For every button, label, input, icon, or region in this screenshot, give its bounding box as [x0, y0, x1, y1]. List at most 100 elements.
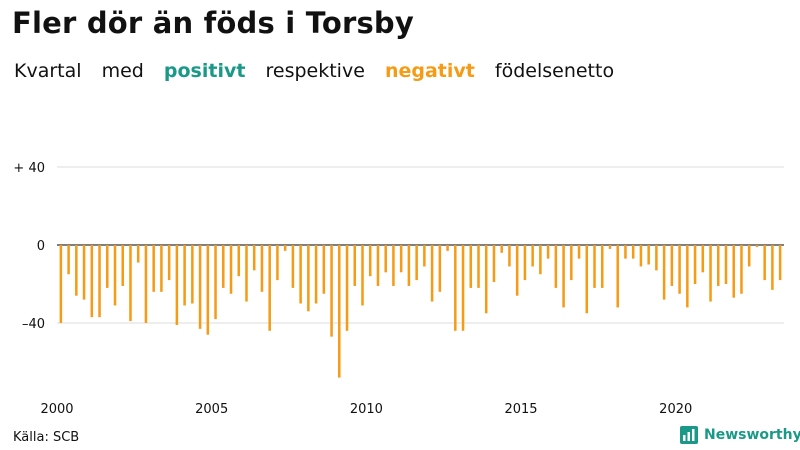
bar: [167, 245, 171, 281]
bar: [709, 245, 712, 302]
bar: [314, 245, 318, 304]
bar: [407, 245, 411, 286]
subtitle-negative: negativt: [384, 60, 475, 82]
bar: [283, 245, 287, 251]
chart-subtitle: Kvartal med positivt respektive negativt…: [14, 60, 628, 82]
bar: [423, 245, 426, 267]
bar: [523, 245, 527, 281]
bar: [740, 245, 743, 294]
bar: [655, 245, 658, 271]
bar: [106, 245, 109, 288]
bar: [198, 245, 202, 329]
bar: [647, 245, 650, 265]
bar: [121, 245, 124, 286]
bar: [771, 245, 774, 290]
bar: [376, 245, 380, 286]
bar: [276, 245, 279, 281]
bar: [585, 245, 589, 314]
subtitle-positive: positivt: [163, 60, 246, 82]
brand-logo: Newsworthy: [680, 426, 800, 444]
bar: [616, 245, 619, 308]
x-tick-label: 2015: [504, 402, 537, 417]
bar: [268, 245, 271, 331]
bar: [670, 245, 674, 286]
bar: [732, 245, 735, 298]
bar: [368, 245, 372, 277]
bar: [469, 245, 473, 288]
x-tick-label: 2005: [195, 402, 228, 417]
bar: [175, 245, 179, 325]
bar: [206, 245, 210, 335]
bar: [237, 245, 241, 277]
bar: [245, 245, 248, 302]
y-tick-label: 0: [37, 239, 45, 254]
bar: [144, 245, 148, 323]
bar: [252, 245, 256, 271]
bar: [508, 245, 511, 267]
bar: [399, 245, 403, 273]
bar: [600, 245, 604, 288]
bar: [577, 245, 581, 259]
bar: [82, 245, 86, 300]
bar: [338, 245, 341, 378]
x-tick-label: 2000: [40, 402, 73, 417]
bar: [67, 245, 70, 275]
bar: [454, 245, 457, 331]
bar: [229, 245, 233, 294]
bar: [430, 245, 434, 302]
bar: [717, 245, 720, 286]
bar: [763, 245, 766, 281]
bar: [570, 245, 573, 281]
bar: [345, 245, 349, 331]
bar: [322, 245, 326, 294]
x-tick-label: 2020: [659, 402, 692, 417]
brand-name: Newsworthy: [704, 427, 800, 443]
bar: [747, 245, 751, 267]
y-tick-label: –40: [22, 317, 45, 332]
bar: [608, 245, 612, 249]
bar: [562, 245, 565, 308]
bar: [593, 245, 596, 288]
bar: [624, 245, 627, 259]
bar: [686, 245, 689, 308]
subtitle-text-4: födelsenetto: [494, 60, 615, 82]
bar: [778, 245, 782, 281]
bar: [531, 245, 534, 267]
bar: [191, 245, 194, 304]
bar: [392, 245, 395, 286]
bar: [701, 245, 705, 273]
bar: [307, 245, 310, 312]
y-tick-label: + 40: [13, 161, 45, 176]
bar: [554, 245, 558, 288]
bar: [384, 245, 387, 273]
bar: [160, 245, 163, 292]
bar: [693, 245, 697, 284]
bar: [330, 245, 333, 337]
bar: [299, 245, 302, 304]
subtitle-text-1: Kvartal: [14, 60, 82, 82]
bar: [639, 245, 643, 267]
bar: [183, 245, 186, 306]
bar: [461, 245, 465, 331]
subtitle-text-2: med: [101, 60, 144, 82]
bar: [361, 245, 364, 306]
subtitle-text-3: respektive: [265, 60, 365, 82]
bar: [291, 245, 295, 288]
bar: [113, 245, 117, 306]
bar: [539, 245, 542, 275]
bar: [353, 245, 357, 286]
x-tick-label: 2010: [350, 402, 383, 417]
bar: [477, 245, 480, 288]
source-label: Källa: SCB: [13, 430, 80, 445]
bar: [415, 245, 418, 281]
bar: [129, 245, 132, 322]
bar: [500, 245, 503, 253]
bar: [662, 245, 666, 300]
bar: [75, 245, 78, 296]
bar: [678, 245, 681, 294]
newsworthy-logo-icon: [680, 426, 698, 444]
bar: [546, 245, 550, 259]
chart-title: Fler dör än föds i Torsby: [12, 6, 414, 40]
bar: [98, 245, 101, 318]
